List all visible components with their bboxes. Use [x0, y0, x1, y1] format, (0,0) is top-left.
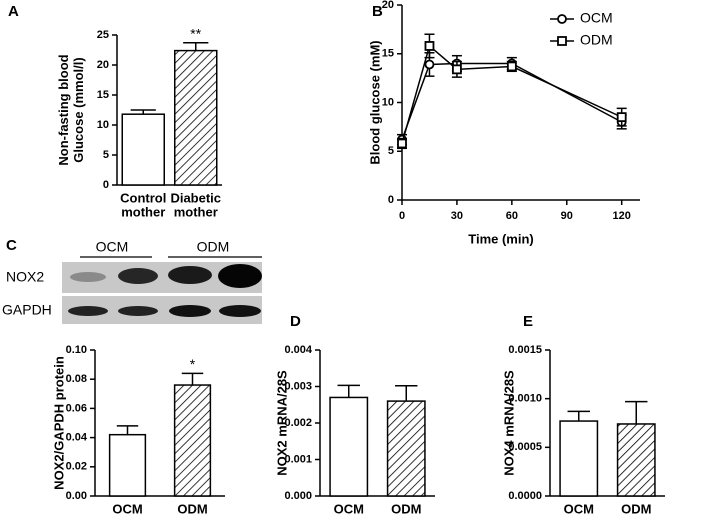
x-tick-label: 30	[451, 210, 463, 222]
y-tick-label: 20	[97, 59, 109, 71]
y-tick-label: 0.02	[66, 461, 87, 473]
y-tick-label: 0.06	[66, 402, 87, 414]
y-tick-label: 15	[97, 89, 109, 101]
y-tick-label: 10	[97, 119, 109, 131]
x-tick-label: Control	[120, 190, 166, 205]
y-tick-label: 5	[388, 145, 394, 157]
x-tick-label: ODM	[621, 501, 651, 516]
panel-label: B	[372, 3, 383, 20]
panel-label: C	[6, 237, 17, 254]
y-tick-label: 15	[382, 48, 394, 60]
panel-label: D	[290, 313, 301, 330]
bar	[121, 113, 165, 186]
y-axis-label: NOX2 mRNA/28S	[274, 370, 289, 476]
y-axis-label: Non-fasting blood	[56, 54, 71, 165]
legend-label: OCM	[580, 10, 613, 26]
y-tick-label: 5	[103, 149, 109, 161]
x-tick-label: 0	[399, 210, 405, 222]
y-tick-label: 0.0015	[508, 344, 542, 356]
legend-marker	[557, 36, 567, 46]
y-tick-label: 20	[382, 0, 394, 11]
y-tick-label: 10	[382, 96, 394, 108]
bar	[174, 49, 218, 186]
y-tick-label: 0.08	[66, 373, 87, 385]
y-tick-label: 25	[97, 29, 109, 41]
x-tick-label: OCM	[334, 501, 364, 516]
annotation: **	[190, 26, 201, 42]
legend-marker	[557, 14, 567, 24]
x-tick-label: mother	[121, 204, 165, 219]
y-tick-label: 0.000	[284, 490, 312, 502]
x-tick-label: 60	[506, 210, 518, 222]
bar	[108, 433, 147, 497]
x-tick-label: 120	[613, 210, 631, 222]
x-tick-label: 90	[561, 210, 573, 222]
marker	[506, 61, 517, 72]
y-axis-label: Glucose (mmol/l)	[71, 57, 86, 162]
blot-group: ODM	[197, 239, 230, 255]
x-tick-label: mother	[174, 204, 218, 219]
bar	[173, 384, 212, 497]
y-tick-label: 0.003	[284, 380, 312, 392]
y-tick-label: 0.04	[66, 432, 88, 444]
y-tick-label: 0.0005	[508, 441, 542, 453]
marker	[424, 41, 435, 51]
bar	[616, 423, 656, 497]
marker	[616, 112, 627, 123]
y-tick-label: 0.001	[284, 453, 312, 465]
y-tick-label: 0.00	[66, 490, 87, 502]
y-tick-label: 0	[388, 194, 394, 206]
y-axis-label: Blood glucose (mM)	[367, 40, 382, 164]
blot-row: GAPDH	[2, 302, 52, 318]
panel-label: A	[8, 3, 19, 20]
legend-label: ODM	[580, 32, 613, 48]
x-tick-label: Diabetic	[170, 190, 221, 205]
bar	[329, 396, 369, 497]
panel-label: E	[523, 313, 533, 330]
y-axis-label: NOX4 mRNA/28S	[501, 370, 516, 476]
x-tick-label: OCM	[564, 501, 594, 516]
y-tick-label: 0.0010	[508, 393, 542, 405]
y-tick-label: 0	[103, 179, 109, 191]
x-tick-label: OCM	[112, 501, 142, 516]
y-tick-label: 0.0000	[508, 490, 542, 502]
x-axis-label: Time (min)	[468, 231, 534, 246]
y-tick-label: 0.10	[66, 344, 87, 356]
y-tick-label: 0.004	[284, 344, 312, 356]
blot-group: OCM	[96, 239, 129, 255]
y-axis-label: NOX2/GAPDH protein	[51, 356, 66, 490]
annotation: *	[190, 356, 196, 372]
bar	[386, 400, 426, 497]
marker	[424, 59, 435, 70]
marker	[452, 64, 462, 75]
x-tick-label: ODM	[177, 501, 207, 516]
bar	[559, 420, 599, 497]
western-blot: OCM ODM NOX2 GAPDH	[2, 239, 262, 324]
y-tick-label: 0.002	[284, 417, 312, 429]
x-tick-label: ODM	[391, 501, 421, 516]
marker	[397, 138, 407, 149]
blot-row: NOX2	[6, 269, 44, 285]
